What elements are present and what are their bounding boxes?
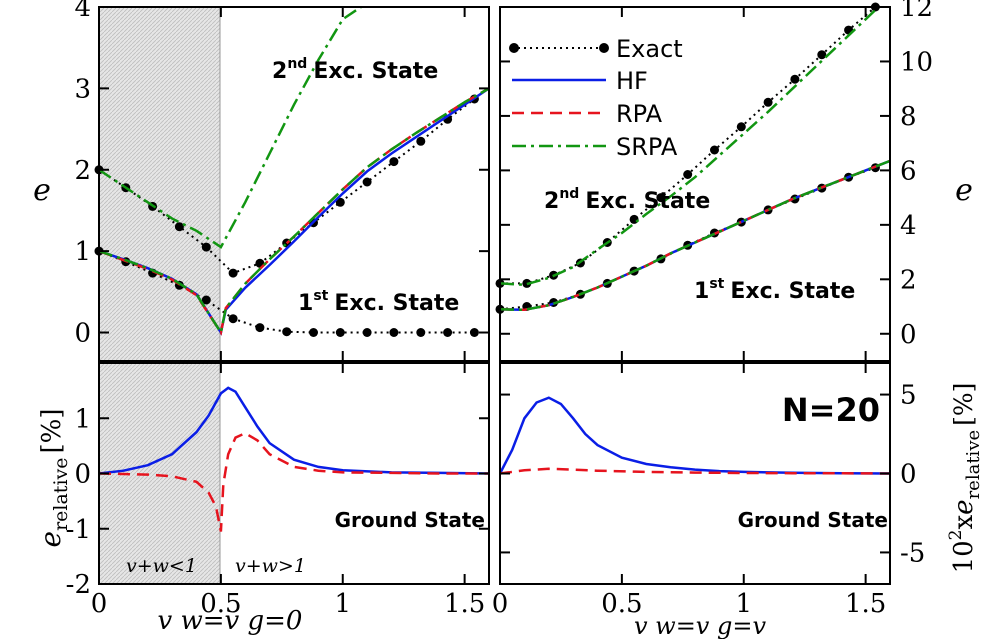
xtick-label: 0.5 <box>200 589 241 619</box>
top-left-series-exact-0 <box>99 250 475 334</box>
top-left-exact-point <box>416 328 426 337</box>
ytick-label: 6 <box>900 156 917 186</box>
top-left-exact-point <box>282 327 292 337</box>
ytick-label: 12 <box>900 0 933 23</box>
ytick-label: 10 <box>900 47 933 77</box>
ytick-label: 0 <box>900 320 917 350</box>
xtick-label: 0 <box>91 589 108 619</box>
xlabel-right: v w=v g=v <box>634 612 767 639</box>
ytick-label: 2 <box>74 156 91 186</box>
ylabel-bottom-right: 102xerelative[%] <box>946 383 984 574</box>
xtick-label: 0 <box>492 589 509 619</box>
xtick-label: 0.5 <box>601 589 642 619</box>
legend-exact: Exact <box>616 35 683 63</box>
bottom-left-series-rpa-1 <box>99 431 489 532</box>
top-right-exact-point <box>763 97 773 107</box>
top-left-exact-point <box>201 242 211 252</box>
ytick-label: 0 <box>74 319 91 349</box>
top-left-exact-point <box>309 328 318 337</box>
shaded-region-top <box>99 7 220 361</box>
frame-top-left <box>98 6 490 362</box>
top-left-exact-point <box>201 295 211 305</box>
ytick-label: 5 <box>900 381 917 411</box>
region-lt-label: v+w<1 <box>126 555 197 577</box>
top-left-exact-point <box>389 157 399 167</box>
top-left-exact-point <box>335 197 345 207</box>
exc2-label-left: 2nd Exc. State <box>272 56 438 84</box>
plot-top-left <box>94 7 489 337</box>
ground-state-right: Ground State <box>738 508 888 532</box>
top-left-exact-point <box>362 177 372 187</box>
region-gt-label: v+w>1 <box>235 555 306 577</box>
top-left-exact-point <box>416 136 426 146</box>
ytick-label: 3 <box>74 74 91 104</box>
frame-top-right <box>499 6 891 362</box>
top-left-exact-point <box>362 328 372 337</box>
ytick-label: -5 <box>900 538 925 568</box>
xlabel-left: v w=v g=0 <box>158 606 303 636</box>
ytick-label: -1 <box>66 515 91 545</box>
xtick-label: 1 <box>334 589 351 619</box>
top-left-series-srpa-4 <box>99 87 489 336</box>
ylabel-bottom-left: erelative[%] <box>34 409 72 548</box>
ytick-label: 2 <box>900 265 917 295</box>
exc1-label-left: 1st Exc. State <box>298 288 459 316</box>
ytick-label: -2 <box>66 570 91 600</box>
ytick-label: 8 <box>900 102 917 132</box>
top-right-series-srpa-5 <box>500 7 881 287</box>
top-left-exact-point <box>228 268 238 278</box>
xtick-label: 1.5 <box>845 589 886 619</box>
top-left-exact-point <box>469 328 479 337</box>
legend-hf: HF <box>616 67 648 95</box>
top-right-series-srpa-4 <box>500 159 890 312</box>
top-right-exact-point <box>683 170 693 179</box>
plot-top-right <box>495 2 890 314</box>
xtick-label: 1.5 <box>444 589 485 619</box>
ytick-label: 1 <box>74 237 91 267</box>
ytick-label: 1 <box>74 404 91 434</box>
top-right-exact-point <box>656 193 666 203</box>
top-right-exact-point <box>790 74 800 84</box>
top-right-exact-point <box>736 122 746 132</box>
top-right-exact-point <box>710 145 719 155</box>
ylabel-top-right: e <box>955 173 973 208</box>
plot-bottom-left <box>99 386 489 532</box>
legend-srpa: SRPA <box>616 133 678 161</box>
top-left-exact-point <box>443 328 453 337</box>
n-label: N=20 <box>782 391 880 429</box>
shaded-region-bottom <box>99 363 220 584</box>
bottom-right-series-rpa-1 <box>500 467 890 475</box>
exc1-label-right: 1st Exc. State <box>694 276 855 304</box>
top-left-exact-point <box>174 222 184 232</box>
legend: Exact HF RPA SRPA <box>509 35 683 161</box>
plot-bottom-right <box>500 396 890 475</box>
ground-state-left: Ground State <box>335 508 485 532</box>
top-left-exact-point <box>389 328 399 337</box>
ytick-label: 0 <box>900 460 917 490</box>
ytick-label: 4 <box>74 0 91 23</box>
exc2-label-right: 2nd Exc. State <box>544 186 710 214</box>
xtick-label: 1 <box>735 589 752 619</box>
ytick-label: 0 <box>74 460 91 490</box>
top-left-exact-point <box>228 314 238 324</box>
ytick-label: 4 <box>900 211 917 241</box>
bottom-left-series-hf-0 <box>99 386 489 475</box>
legend-rpa: RPA <box>616 100 663 128</box>
top-left-series-srpa-5 <box>99 7 364 249</box>
top-left-exact-point <box>335 328 345 337</box>
top-left-exact-point <box>255 323 265 333</box>
ylabel-top-left: e <box>33 173 51 208</box>
top-right-exact-point <box>817 50 827 60</box>
